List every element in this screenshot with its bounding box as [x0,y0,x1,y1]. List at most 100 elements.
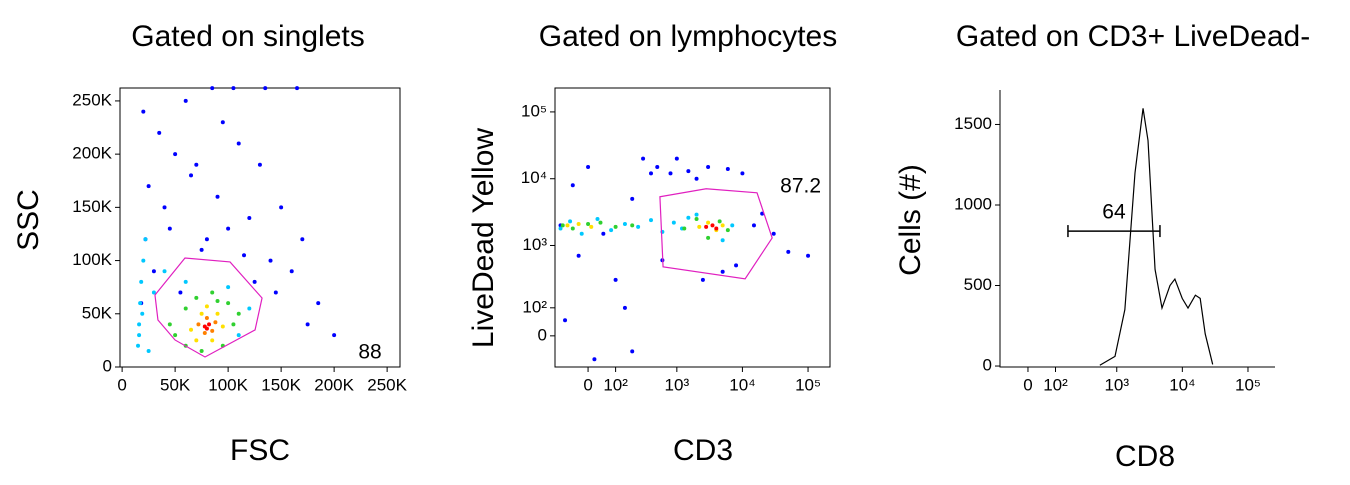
y-tick-label: 0 [983,356,992,375]
event-dot [694,216,699,221]
event-dot [242,253,247,258]
event-dot [226,285,231,290]
event-dot [570,183,575,188]
event-dot [273,290,278,295]
y-tick-label: 250K [72,90,112,109]
event-dot [706,164,711,169]
event-dot [622,305,627,310]
event-dot [717,219,722,224]
event-dot [146,184,151,189]
axis-line [999,90,1275,368]
event-dot [162,205,167,210]
event-dot [204,304,209,309]
event-dot [247,215,252,220]
event-dot [686,169,691,174]
histogram-curve [1099,108,1214,366]
event-dot [740,171,745,176]
x-tick-label: 200K [314,375,354,394]
y-tick-label: 10² [522,297,547,316]
event-dot [173,333,178,338]
y-tick-label: 0 [103,356,112,375]
event-dot [137,322,142,327]
event-dot [734,263,739,268]
gate [154,257,263,358]
event-dot [196,322,201,327]
event-dot [704,224,709,229]
panel: Gated on singlets FSC SSC 0 50K 100K 150K 200K 2… [12,20,408,467]
event-dot [140,311,145,316]
event-dot [183,98,188,103]
event-dot [595,216,600,221]
x-tick-label: 10² [603,375,628,394]
event-dot [247,306,252,311]
event-dot [162,269,167,274]
x-tick-label: 100K [208,375,248,394]
event-dot [257,162,262,167]
gate-label: 64 [1102,201,1126,224]
y-tick-label: 150K [72,197,112,216]
gate-label: 87.2 [780,174,821,197]
event-dot [720,223,725,228]
plot-frame [554,87,831,368]
event-dot [231,322,236,327]
y-tick-label: 10³ [522,235,547,254]
event-dot [720,238,725,243]
x-tick-label: 0 [583,375,592,394]
event-dot [136,343,141,348]
event-dot [210,328,215,333]
panel-title: Gated on lymphocytes [539,20,838,53]
event-dot [563,318,568,323]
x-axis-label: CD3 [673,434,733,467]
event-dot [141,109,146,114]
gate [659,188,773,280]
x-tick-label: 0 [117,375,126,394]
x-axis-label: CD8 [1115,440,1175,473]
plot-frame [119,87,401,368]
event-dot [565,223,570,228]
event-dot [289,269,294,274]
event-dot [622,221,627,226]
event-dot [589,224,594,229]
event-dot [151,290,156,295]
x-axis-label: FSC [230,434,290,467]
event-dot [568,219,573,224]
event-dot [706,220,711,225]
y-tick-label: 1500 [954,114,992,133]
y-tick-label: 10⁵ [521,101,547,120]
event-dot [189,327,194,332]
y-tick-label: 200K [72,144,112,163]
event-dot [263,86,268,91]
event-dot [630,223,635,228]
y-tick-label: 50K [82,303,113,322]
panel: Gated on CD3+ LiveDead- CD8 Cells (#) 0 10² 1… [894,20,1310,473]
event-dot [806,253,811,258]
event-dot [725,166,730,171]
event-dot [558,226,563,231]
event-dot [167,226,172,231]
event-dot [725,228,730,233]
event-dot [576,253,581,258]
event-dot [300,237,305,242]
event-dot [751,223,756,228]
event-dot [210,86,215,91]
event-dot [697,224,702,229]
event-dot [252,279,257,284]
panel-title: Gated on singlets [131,20,364,53]
event-dot [204,237,209,242]
event-dot [674,156,679,161]
event-dot [220,324,225,329]
event-dot [730,223,735,228]
event-dot [146,349,151,354]
x-tick-label: 50K [160,375,191,394]
event-dot [183,306,188,311]
event-dot [694,212,699,217]
event-dot [694,176,699,181]
event-dot [157,130,162,135]
event-dot [641,156,646,161]
event-dot [714,226,719,231]
x-tick-label: 10⁵ [1235,375,1261,394]
event-dot [204,316,209,321]
event-dot [630,196,635,201]
event-dot [194,162,199,167]
